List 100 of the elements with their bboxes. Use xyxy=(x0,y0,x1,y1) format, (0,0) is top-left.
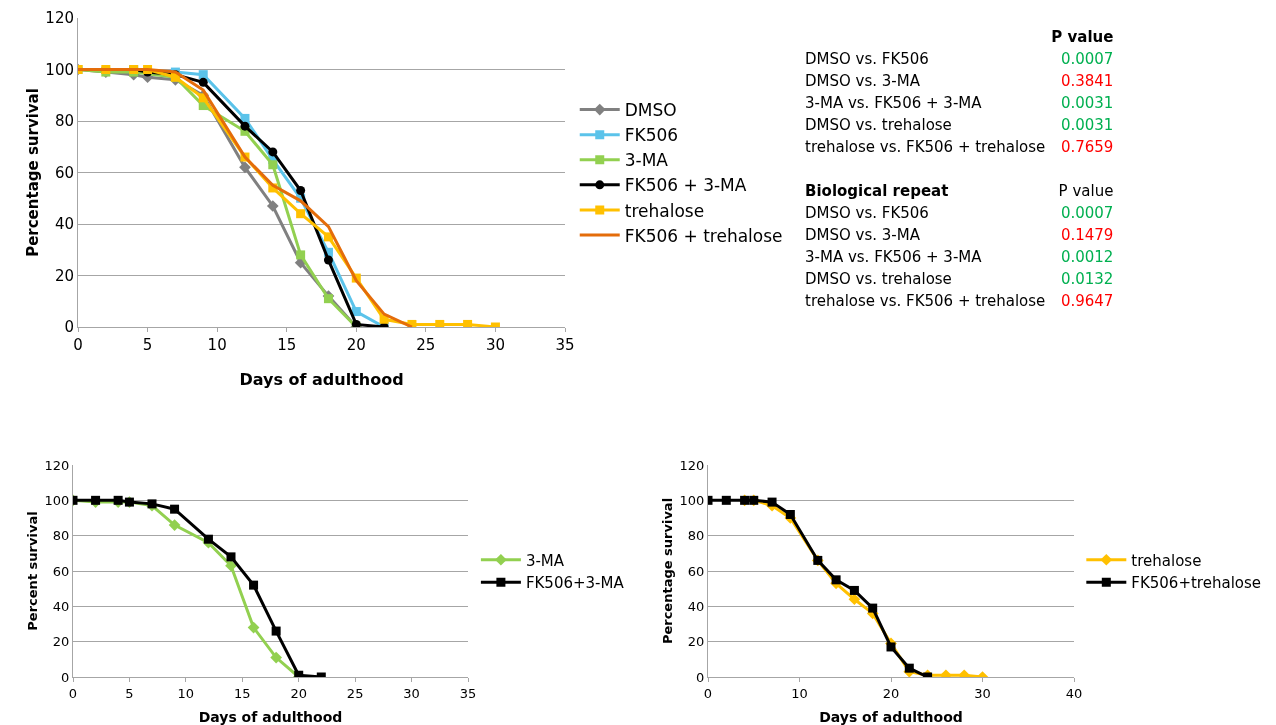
y-tick-label: 120 xyxy=(679,457,705,473)
point xyxy=(463,319,473,327)
x-tick-label: 35 xyxy=(459,685,477,701)
text: 0.9647 xyxy=(1059,292,1114,310)
x-tick-label: 30 xyxy=(403,685,420,701)
text: 0.0012 xyxy=(1059,248,1114,266)
x-tick-label: 20 xyxy=(290,685,307,701)
point xyxy=(849,585,859,595)
text: 0.1479 xyxy=(1059,226,1114,244)
x-tick-label: 25 xyxy=(416,336,436,354)
point xyxy=(831,575,841,585)
legend-label: 3-MA xyxy=(624,150,669,171)
point xyxy=(296,250,306,260)
x-tick-label: 30 xyxy=(485,336,505,354)
y-tick-label: 20 xyxy=(52,634,70,650)
y-axis-title: Percentage survival xyxy=(660,497,675,645)
point xyxy=(249,580,259,590)
text: P value xyxy=(1051,28,1114,46)
x-tick-label: 20 xyxy=(346,336,366,354)
point xyxy=(168,519,181,531)
y-tick-label: 120 xyxy=(45,9,74,28)
legend-label: FK506+3-MA xyxy=(525,574,625,593)
point xyxy=(323,294,333,304)
y-tick-label: 80 xyxy=(687,528,705,544)
text: 0.0132 xyxy=(1059,270,1114,288)
x-tick-label: 40 xyxy=(1065,685,1083,701)
text: DMSO vs. 3-MA xyxy=(805,226,921,244)
text: 0.3841 xyxy=(1059,72,1114,90)
point xyxy=(848,593,861,606)
point xyxy=(239,161,251,174)
text: DMSO vs. FK506 xyxy=(805,50,930,68)
point xyxy=(247,621,260,634)
text: DMSO vs. trehalose xyxy=(805,270,953,288)
y-tick-label: 120 xyxy=(44,457,70,473)
text: 0.7659 xyxy=(1059,138,1114,156)
y-tick-label: 0 xyxy=(61,669,70,685)
y-axis-title: Percent survival xyxy=(25,511,40,631)
y-tick-label: 100 xyxy=(44,492,70,508)
x-tick-label: 30 xyxy=(974,685,991,701)
point xyxy=(170,504,180,514)
legend-label: trehalose xyxy=(624,200,705,221)
point xyxy=(198,70,208,80)
y-axis-title: Percentage survival xyxy=(24,88,42,257)
legend-label: trehalose xyxy=(1131,551,1202,570)
x-axis-title: Days of adulthood xyxy=(819,709,963,725)
text: trehalose vs. FK506 + trehalose xyxy=(805,292,1046,310)
x-tick-label: 20 xyxy=(882,685,900,701)
legend-label: FK506 + trehalose xyxy=(624,225,783,246)
text: 3-MA vs. FK506 + 3-MA xyxy=(805,94,983,112)
point xyxy=(240,121,250,131)
y-tick-label: 40 xyxy=(54,215,74,234)
legend-label: DMSO xyxy=(624,100,677,121)
text: trehalose vs. FK506 + trehalose xyxy=(805,138,1046,156)
y-tick-label: 80 xyxy=(54,112,74,131)
x-tick-label: 5 xyxy=(142,336,153,354)
text: 0.0007 xyxy=(1059,204,1114,222)
y-tick-label: 60 xyxy=(52,563,70,579)
text: 0.0031 xyxy=(1059,116,1114,134)
point xyxy=(886,642,896,652)
x-tick-label: 10 xyxy=(177,685,195,701)
y-tick-label: 0 xyxy=(64,318,74,337)
y-tick-label: 100 xyxy=(679,492,705,508)
point xyxy=(296,186,306,196)
text: P value xyxy=(1057,182,1114,200)
text: 3-MA vs. FK506 + 3-MA xyxy=(805,248,983,266)
point xyxy=(268,147,278,157)
point xyxy=(785,509,795,519)
text: DMSO vs. trehalose xyxy=(805,116,953,134)
x-axis-title: Days of adulthood xyxy=(198,709,343,725)
point xyxy=(351,307,361,317)
point xyxy=(226,552,236,562)
legend-label: FK506+trehalose xyxy=(1131,574,1262,593)
point xyxy=(268,160,278,170)
y-tick-label: 60 xyxy=(687,563,705,579)
point xyxy=(266,200,279,212)
point xyxy=(296,209,306,219)
x-tick-label: 25 xyxy=(346,685,364,701)
text: 0.0031 xyxy=(1059,94,1114,112)
x-tick-label: 15 xyxy=(277,336,297,354)
legend-label: FK506 xyxy=(624,125,679,146)
point xyxy=(270,651,282,664)
x-tick-label: 10 xyxy=(791,685,808,701)
text: 0.0007 xyxy=(1059,50,1114,68)
y-tick-label: 40 xyxy=(687,598,705,614)
text: DMSO vs. FK506 xyxy=(805,204,930,222)
x-tick-label: 10 xyxy=(207,336,227,354)
point xyxy=(767,497,777,507)
text: DMSO vs. 3-MA xyxy=(805,72,921,90)
text: Biological repeat xyxy=(805,182,950,200)
point xyxy=(904,663,914,673)
point xyxy=(868,603,878,613)
y-tick-label: 80 xyxy=(52,528,70,544)
y-tick-label: 0 xyxy=(696,669,705,685)
y-tick-label: 100 xyxy=(45,60,74,79)
legend-label: FK506 + 3-MA xyxy=(624,175,747,196)
legend-label: 3-MA xyxy=(525,551,565,570)
x-tick-label: 35 xyxy=(555,336,575,354)
x-tick-label: 15 xyxy=(234,685,251,701)
x-tick-label: 5 xyxy=(125,685,134,701)
point xyxy=(323,255,333,265)
